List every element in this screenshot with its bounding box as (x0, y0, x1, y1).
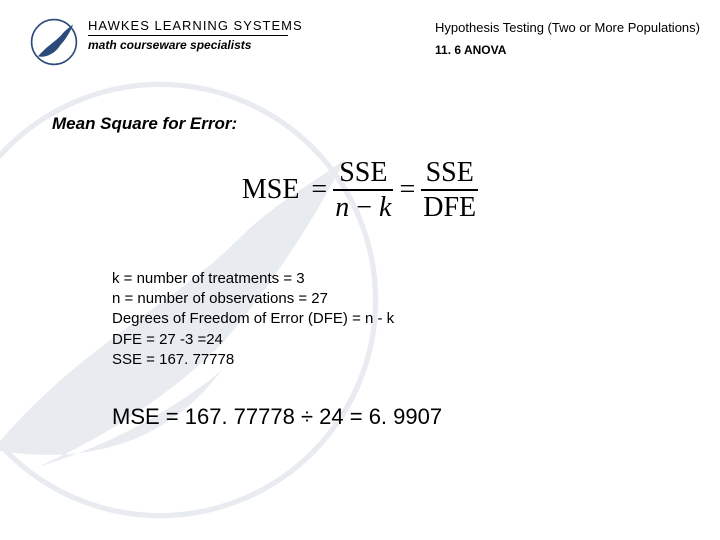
fraction-1: SSE n − k (333, 158, 393, 223)
def-dfe-value: DFE = 27 -3 =24 (112, 330, 720, 350)
brand-title: HAWKES LEARNING SYSTEMS (88, 18, 303, 33)
brand-subtitle: math courseware specialists (88, 38, 303, 52)
formula-lhs: MSE (242, 174, 300, 206)
section-heading: Mean Square for Error: (52, 114, 720, 134)
definition-list: k = number of treatments = 3 n = number … (112, 269, 720, 370)
frac1-numerator: SSE (337, 158, 389, 187)
def-dfe-formula: Degrees of Freedom of Error (DFE) = n - … (112, 309, 720, 329)
chapter-title: Hypothesis Testing (Two or More Populati… (435, 20, 700, 35)
hawk-logo-icon (30, 18, 78, 66)
section-number: 11. 6 ANOVA (435, 43, 700, 57)
slide-header: HAWKES LEARNING SYSTEMS math courseware … (0, 0, 720, 66)
frac1-denominator: n − k (333, 193, 393, 222)
def-sse: SSE = 167. 77778 (112, 350, 720, 370)
def-n: n = number of observations = 27 (112, 289, 720, 309)
fraction-2: SSE DFE (421, 158, 478, 223)
topic-block: Hypothesis Testing (Two or More Populati… (435, 18, 700, 57)
equals-2: = (399, 174, 415, 206)
mse-result: MSE = 167. 77778 ÷ 24 = 6. 9907 (112, 404, 720, 430)
frac2-numerator: SSE (424, 158, 476, 187)
brand-divider (88, 35, 288, 36)
mse-formula: MSE = SSE n − k = SSE DFE (180, 158, 540, 223)
def-k: k = number of treatments = 3 (112, 269, 720, 289)
frac2-denominator: DFE (421, 193, 478, 222)
equals-1: = (311, 174, 327, 206)
brand-block: HAWKES LEARNING SYSTEMS math courseware … (30, 18, 303, 66)
